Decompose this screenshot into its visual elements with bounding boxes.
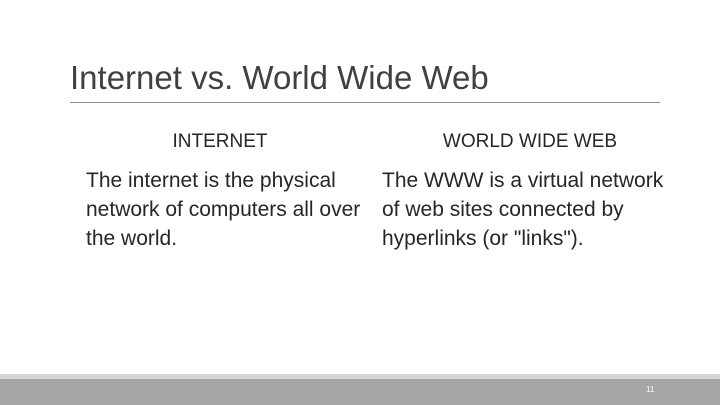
- internet-column-body: The internet is the physical network of …: [86, 169, 361, 250]
- footer-accent-band: [0, 374, 720, 379]
- title-divider: [70, 102, 660, 103]
- www-column-heading: WORLD WIDE WEB: [442, 131, 618, 152]
- www-column-body: The WWW is a virtual network of web site…: [382, 169, 664, 250]
- slide-number: 11: [646, 385, 655, 394]
- internet-column-heading: INTERNET: [172, 131, 268, 152]
- slide-title: Internet vs. World Wide Web: [70, 59, 489, 96]
- footer-band: [0, 379, 720, 405]
